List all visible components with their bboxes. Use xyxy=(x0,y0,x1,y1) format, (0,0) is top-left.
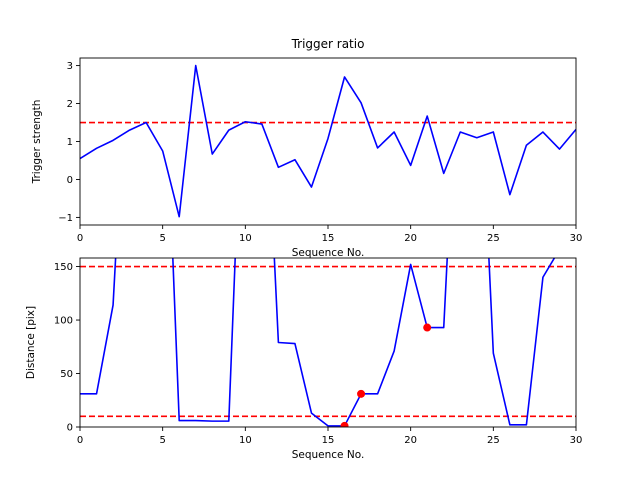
chart1-background xyxy=(80,258,576,427)
chart1-x-tick-label-2: 10 xyxy=(239,435,252,446)
chart1-marker-point-2 xyxy=(423,323,432,332)
chart1-x-tick-label-5: 25 xyxy=(487,435,500,446)
chart1-y-tick-label-2: 100 xyxy=(54,316,73,327)
chart1-marker-point-1 xyxy=(357,389,366,398)
chart0-x-tick-label-6: 30 xyxy=(570,233,583,244)
chart1-y-tick-label-1: 50 xyxy=(60,369,73,380)
chart0-x-tick-label-2: 10 xyxy=(239,233,252,244)
distance-chart: 0 5 10 15 20 25 30 0 50 100 150 Sequence No. Distanc… xyxy=(25,257,583,461)
chart1-x-tick-label-1: 5 xyxy=(159,435,165,446)
chart0-x-tick-label-0: 0 xyxy=(77,233,83,244)
chart0-x-axis-label: Sequence No. xyxy=(292,247,365,259)
chart0-x-tick-label-3: 15 xyxy=(322,233,335,244)
chart1-x-tick-label-3: 15 xyxy=(322,435,335,446)
chart0-plot-area xyxy=(80,64,576,218)
chart1-y-tick-label-3: 150 xyxy=(54,262,73,273)
chart0-x-tick-label-5: 25 xyxy=(487,233,500,244)
chart0-y-tick-label-4: 3 xyxy=(67,61,73,72)
chart0-x-tick-label-4: 20 xyxy=(404,233,417,244)
chart1-x-tick-label-4: 20 xyxy=(404,435,417,446)
chart0-y-tick-label-1: 0 xyxy=(67,175,73,186)
chart1-plot-area xyxy=(80,258,576,427)
chart1-marker-point-0 xyxy=(340,421,349,427)
chart0-y-tick-label-2: 1 xyxy=(67,137,73,148)
chart1-y-tick-label-0: 0 xyxy=(67,423,73,434)
chart1-x-tick-label-0: 0 xyxy=(77,435,83,446)
chart1-series-line-0 xyxy=(80,258,556,427)
trigger-ratio-chart: 0 5 10 15 20 25 30 −1 0 1 2 3 Sequence No. Trigger st… xyxy=(31,37,582,259)
chart0-y-tick-label-0: −1 xyxy=(58,213,73,224)
chart1-x-tick-label-6: 30 xyxy=(570,435,583,446)
chart1-x-axis-label: Sequence No. xyxy=(292,449,365,461)
chart0-series-line-0 xyxy=(80,64,576,218)
chart0-x-tick-label-1: 5 xyxy=(159,233,165,244)
chart1-y-axis-label: Distance [pix] xyxy=(25,306,37,379)
chart0-y-axis-label: Trigger strength xyxy=(31,100,43,185)
chart0-y-tick-label-3: 2 xyxy=(67,99,73,110)
chart0-title: Trigger ratio xyxy=(291,37,365,51)
